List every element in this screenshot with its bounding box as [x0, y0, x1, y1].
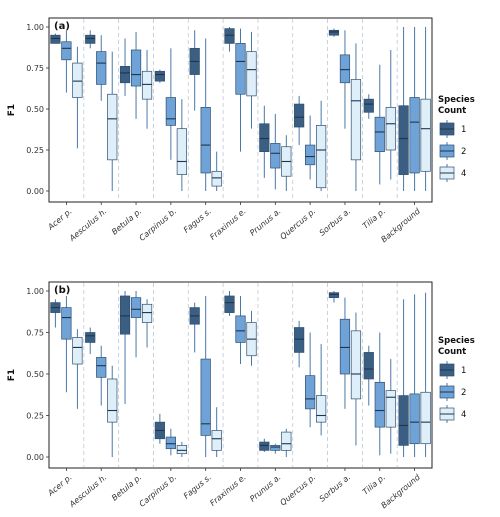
box-body	[120, 66, 130, 82]
box-body	[316, 396, 326, 423]
y-tick-label: 1.00	[26, 23, 44, 32]
box-body	[142, 304, 152, 322]
box-body	[62, 42, 71, 60]
legend-b-title-line1: Species	[438, 336, 475, 346]
box-1-3	[155, 70, 165, 83]
y-tick-label: 0.75	[26, 329, 44, 338]
legend-item-label: 2	[461, 388, 466, 398]
box-body	[386, 391, 396, 428]
box-body	[107, 94, 117, 160]
box-body	[364, 352, 374, 379]
box-body	[225, 296, 235, 313]
box-body	[85, 333, 95, 343]
box-body	[340, 55, 350, 83]
box-body	[177, 129, 187, 175]
legend-item-label: 4	[461, 410, 466, 420]
box-body	[201, 107, 211, 173]
box-body	[166, 437, 176, 449]
panel-b-y-axis-label: F1	[7, 369, 17, 381]
box-body	[236, 43, 246, 94]
box-body	[260, 442, 270, 450]
box-body	[212, 430, 222, 450]
box-body	[107, 379, 117, 422]
box-body	[260, 124, 270, 152]
legend-item-label: 1	[461, 366, 466, 376]
box-body	[294, 104, 304, 127]
panel-a-label: (a)	[54, 21, 70, 32]
legend-a-items: 1 2 4	[440, 120, 466, 182]
legend-item-label: 2	[461, 147, 466, 157]
box-body	[155, 71, 165, 81]
legend-a-title-line2: Count	[438, 106, 466, 116]
box-body	[340, 319, 350, 374]
box-body	[421, 392, 431, 443]
y-tick-label: 0.00	[26, 453, 44, 462]
box-body	[96, 52, 106, 85]
box-body	[351, 331, 361, 399]
legend-item-label: 1	[461, 125, 466, 135]
box-body	[247, 52, 257, 96]
box-body	[305, 145, 315, 165]
box-body	[51, 35, 61, 43]
box-body	[142, 71, 152, 99]
legend-b-items: 1 2 4	[440, 361, 466, 423]
box-body	[421, 99, 431, 171]
panel-b-label: (b)	[54, 285, 70, 296]
panel-a-y-axis-label: F1	[7, 104, 17, 116]
box-body	[131, 50, 141, 86]
y-tick-label: 1.00	[26, 287, 44, 296]
box-body	[386, 107, 396, 150]
box-body	[305, 376, 315, 409]
box-body	[399, 396, 409, 446]
box-body	[131, 298, 141, 318]
box-body	[236, 316, 246, 343]
box-body	[177, 445, 187, 453]
box-body	[316, 125, 326, 187]
box-body	[282, 432, 292, 450]
y-tick-label: 0.25	[26, 412, 44, 421]
box-body	[225, 29, 235, 44]
box-body	[271, 143, 281, 168]
box-body	[85, 35, 95, 43]
box-1-0	[51, 34, 61, 44]
box-body	[96, 357, 106, 377]
box-body	[294, 328, 304, 353]
box-body	[212, 171, 222, 186]
box-body	[351, 79, 361, 159]
y-tick-label: 0.75	[26, 64, 44, 73]
y-tick-label: 0.00	[26, 187, 44, 196]
box-body	[62, 308, 71, 340]
box-body	[73, 337, 83, 364]
y-tick-label: 0.50	[26, 105, 44, 114]
legend-b-title-line2: Count	[438, 347, 466, 357]
y-tick-label: 0.50	[26, 370, 44, 379]
box-body	[399, 106, 409, 175]
box-body	[329, 293, 339, 298]
box-body	[375, 382, 385, 427]
box-body	[410, 394, 420, 444]
box-body	[410, 98, 420, 173]
box-body	[271, 445, 281, 450]
legend-item-label: 4	[461, 169, 466, 179]
y-tick-label: 0.25	[26, 146, 44, 155]
box-body	[364, 99, 374, 112]
box-body	[166, 98, 176, 126]
box-body	[120, 296, 130, 334]
box-body	[73, 63, 83, 97]
legend-a-title-line1: Species	[438, 95, 475, 105]
box-body	[375, 117, 385, 151]
box-body	[329, 30, 339, 35]
